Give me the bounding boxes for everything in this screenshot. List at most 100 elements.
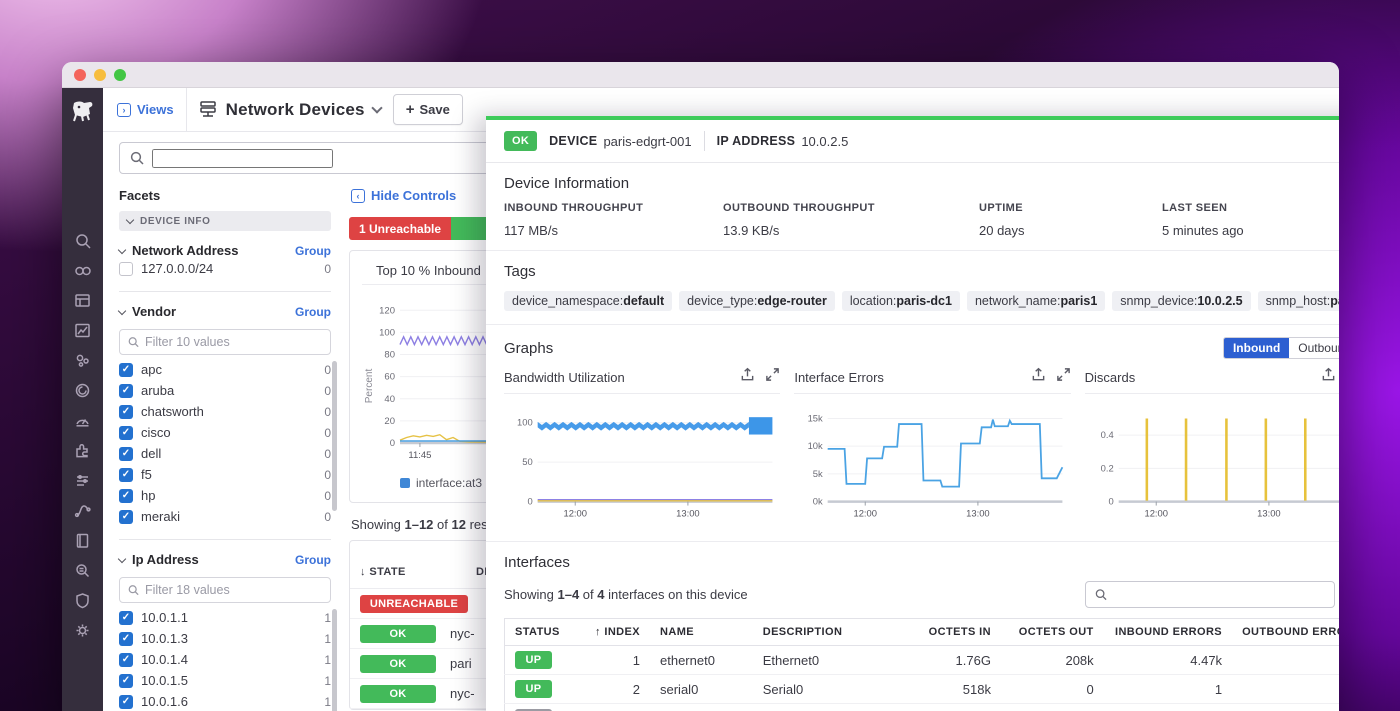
table-row[interactable]: OK nyc- [350,679,608,709]
facet-item[interactable]: ✓ f5 0 [119,464,331,485]
checked-checkbox[interactable]: ✓ [119,631,133,646]
notebooks-icon[interactable] [62,525,103,555]
facet-item[interactable]: ✓ cisco 0 [119,422,331,443]
unreachable-segment[interactable]: 1 Unreachable [349,217,452,240]
column-header-octets-out[interactable]: OCTETS OUT [1000,618,1104,646]
table-row[interactable]: OK pari [350,649,608,679]
security-icon[interactable] [62,585,103,615]
tag-pill[interactable]: device_namespace:default [504,291,673,311]
device-search-field[interactable] [152,148,333,168]
scrollbar-thumb[interactable] [332,361,337,511]
chevron-down-icon[interactable] [371,101,383,114]
scrollbar-thumb[interactable] [332,609,337,711]
column-header-octets-in[interactable]: OCTETS IN [898,618,1001,646]
facet-item[interactable]: ✓ 10.0.1.6 1 [119,691,331,711]
facet-filter-input[interactable] [119,329,331,355]
audit-icon[interactable] [62,555,103,585]
traces-icon[interactable] [62,495,103,525]
checked-checkbox[interactable]: ✓ [119,673,133,688]
tag-pill[interactable]: network_name:paris1 [966,291,1106,311]
group-link[interactable]: Group [295,243,331,258]
column-header-outbound-errors[interactable]: OUTBOUND ERRORS [1232,618,1339,646]
facet-item[interactable]: ✓ dell 0 [119,443,331,464]
facet-item[interactable]: ✓ aruba 0 [119,380,331,401]
datadog-logo-icon[interactable] [70,100,96,129]
facet-item[interactable]: ✓ 10.0.1.1 1 [119,607,331,628]
views-button[interactable]: › Views [117,102,174,117]
dashboards-icon[interactable] [62,285,103,315]
checked-checkbox[interactable]: ✓ [119,404,133,419]
expand-icon[interactable] [765,367,780,387]
checked-checkbox[interactable]: ✓ [119,694,133,709]
group-link[interactable]: Group [295,552,331,567]
hide-controls-link[interactable]: ‹ Hide Controls [351,188,609,203]
chevron-down-icon[interactable] [117,554,127,563]
interface-row[interactable]: OFF3serial1Serial10000 [504,703,1339,711]
column-header-name[interactable]: NAME [650,618,753,646]
metrics-icon[interactable] [62,315,103,345]
discards-chart[interactable]: 0 0.2 0.4 12:00 13:00 [1085,396,1339,524]
toggle-inbound[interactable]: Inbound [1223,338,1290,358]
zoom-window-button[interactable] [114,68,126,81]
checked-checkbox[interactable]: ✓ [119,652,133,667]
close-window-button[interactable] [74,68,86,81]
facet-filter-field[interactable] [144,335,322,349]
minimize-window-button[interactable] [94,68,106,81]
checked-checkbox[interactable]: ✓ [119,467,133,482]
logs-icon[interactable] [62,465,103,495]
column-header--index[interactable]: ↑ INDEX [572,618,650,646]
facet-item[interactable]: ✓ meraki 0 [119,506,331,527]
interface-row[interactable]: UP2serial0Serial0518k010 [504,674,1339,704]
facet-item[interactable]: ✓ 10.0.1.4 1 [119,649,331,670]
device-info-section-toggle[interactable]: DEVICE INFO [119,211,331,231]
column-header-status[interactable]: STATUS [504,618,573,646]
chevron-down-icon[interactable] [117,306,127,315]
checked-checkbox[interactable]: ✓ [119,509,133,524]
save-button[interactable]: + Save [392,94,463,125]
checked-checkbox[interactable]: ✓ [119,488,133,503]
monitors-icon[interactable] [62,405,103,435]
export-icon[interactable] [1031,367,1046,387]
svg-text:0k: 0k [813,496,823,507]
bandwidth-chart[interactable]: 0 50 100 12:00 13:00 [504,396,780,524]
export-icon[interactable] [1321,367,1336,387]
export-icon[interactable] [740,367,755,387]
interfaces-search-input[interactable] [1084,581,1335,608]
facet-item[interactable]: ✓ 10.0.1.5 1 [119,670,331,691]
checked-checkbox[interactable]: ✓ [119,446,133,461]
table-row[interactable]: OK nyc- [350,619,608,649]
tag-pill[interactable]: location:paris-dc1 [841,291,960,311]
facet-filter-input[interactable] [119,577,331,603]
expand-icon[interactable] [1056,367,1071,387]
tag-pill[interactable]: device_type:edge-router [679,291,835,311]
infrastructure-icon[interactable] [62,345,103,375]
settings-icon[interactable] [62,615,103,645]
column-header-inbound-errors[interactable]: INBOUND ERRORS [1103,618,1233,646]
facet-item[interactable]: 127.0.0.0/24 0 [119,258,331,279]
watchdog-icon[interactable] [62,255,103,285]
facet-item[interactable]: ✓ 10.0.1.3 1 [119,628,331,649]
facet-filter-field[interactable] [144,583,322,597]
tag-pill[interactable]: snmp_host:paris-edgrt-001 [1257,291,1339,311]
tag-pill[interactable]: snmp_device:10.0.2.5 [1112,291,1251,311]
chevron-down-icon[interactable] [117,245,127,254]
checked-checkbox[interactable]: ✓ [119,362,133,377]
unchecked-checkbox[interactable] [119,261,133,276]
facet-item[interactable]: ✓ apc 0 [119,359,331,380]
group-link[interactable]: Group [295,304,331,319]
search-icon[interactable] [62,225,103,255]
column-header-state[interactable]: ↓ STATE [360,565,406,578]
integrations-icon[interactable] [62,435,103,465]
facet-item[interactable]: ✓ hp 0 [119,485,331,506]
checked-checkbox[interactable]: ✓ [119,425,133,440]
toggle-outbound[interactable]: Outbound [1289,338,1339,358]
interfaces-search-field[interactable] [1113,587,1325,602]
facet-item[interactable]: ✓ chatsworth 0 [119,401,331,422]
checked-checkbox[interactable]: ✓ [119,610,133,625]
interface-errors-chart[interactable]: 0k 5k 10k 15k 12:00 13:00 [794,396,1070,524]
column-header-description[interactable]: DESCRIPTION [752,618,899,646]
table-row[interactable]: UNREACHABLE [350,589,608,619]
checked-checkbox[interactable]: ✓ [119,383,133,398]
apm-icon[interactable] [62,375,103,405]
